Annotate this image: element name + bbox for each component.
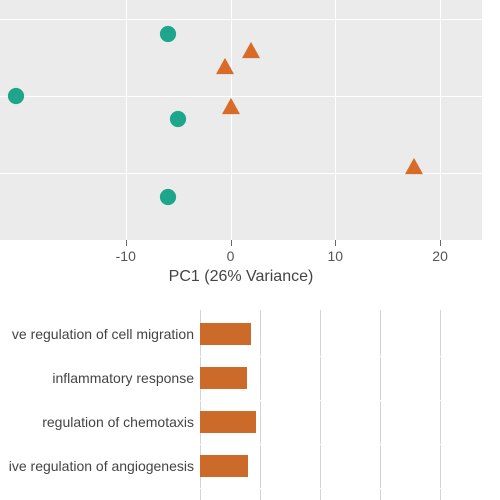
scatter-x-tick-label: -10 [116, 248, 136, 264]
scatter-x-tick-mark [126, 240, 127, 246]
scatter-x-tick-mark [440, 240, 441, 246]
scatter-point-circle [169, 110, 187, 128]
bar-plot-area [200, 310, 500, 500]
bar-gridline-vertical [440, 310, 441, 500]
bar-row-divider [200, 400, 500, 401]
scatter-x-tick-label: 20 [432, 248, 448, 264]
scatter-gridline-vertical [440, 0, 441, 240]
scatter-point-triangle [241, 41, 261, 59]
bar-gridline-vertical [260, 310, 261, 500]
scatter-gridline-vertical [126, 0, 127, 240]
bar-category-label: ve regulation of cell migration [0, 326, 194, 342]
bar-row-divider [200, 488, 500, 489]
bar-row-divider [200, 444, 500, 445]
scatter-x-axis: -10 0 10 20 [0, 240, 482, 268]
scatter-x-axis-title: PC1 (26% Variance) [0, 268, 482, 286]
bar-category-label: inflammatory response [0, 370, 194, 386]
scatter-gridline-vertical [335, 0, 336, 240]
bar-rect [200, 367, 247, 389]
scatter-gridline-vertical [231, 0, 232, 240]
scatter-x-tick-label: 10 [328, 248, 344, 264]
scatter-point-triangle [404, 157, 424, 175]
scatter-plot-area [0, 0, 482, 240]
scatter-point-triangle [215, 57, 235, 75]
scatter-x-tick-mark [231, 240, 232, 246]
bar-label-column: ve regulation of cell migration inflammat… [0, 310, 200, 500]
bar-row-divider [200, 356, 500, 357]
scatter-point-circle [159, 188, 177, 206]
bar-panel: ve regulation of cell migration inflammat… [0, 310, 500, 500]
bar-category-label: ive regulation of angiogenesis [0, 458, 194, 474]
bar-rect [200, 455, 248, 477]
bar-rect [200, 411, 256, 433]
bar-gridline-vertical [380, 310, 381, 500]
scatter-x-tick-mark [335, 240, 336, 246]
scatter-point-circle [159, 25, 177, 43]
scatter-gridline-horizontal [0, 96, 482, 97]
scatter-point-triangle [221, 97, 241, 115]
bar-category-label: regulation of chemotaxis [0, 414, 194, 430]
scatter-point-circle [7, 87, 25, 105]
scatter-gridline-horizontal [0, 19, 482, 20]
scatter-panel: -10 0 10 20 PC1 (26% Variance) [0, 0, 500, 310]
bar-rect [200, 323, 251, 345]
scatter-x-tick-label: 0 [227, 248, 235, 264]
bar-gridline-vertical [320, 310, 321, 500]
